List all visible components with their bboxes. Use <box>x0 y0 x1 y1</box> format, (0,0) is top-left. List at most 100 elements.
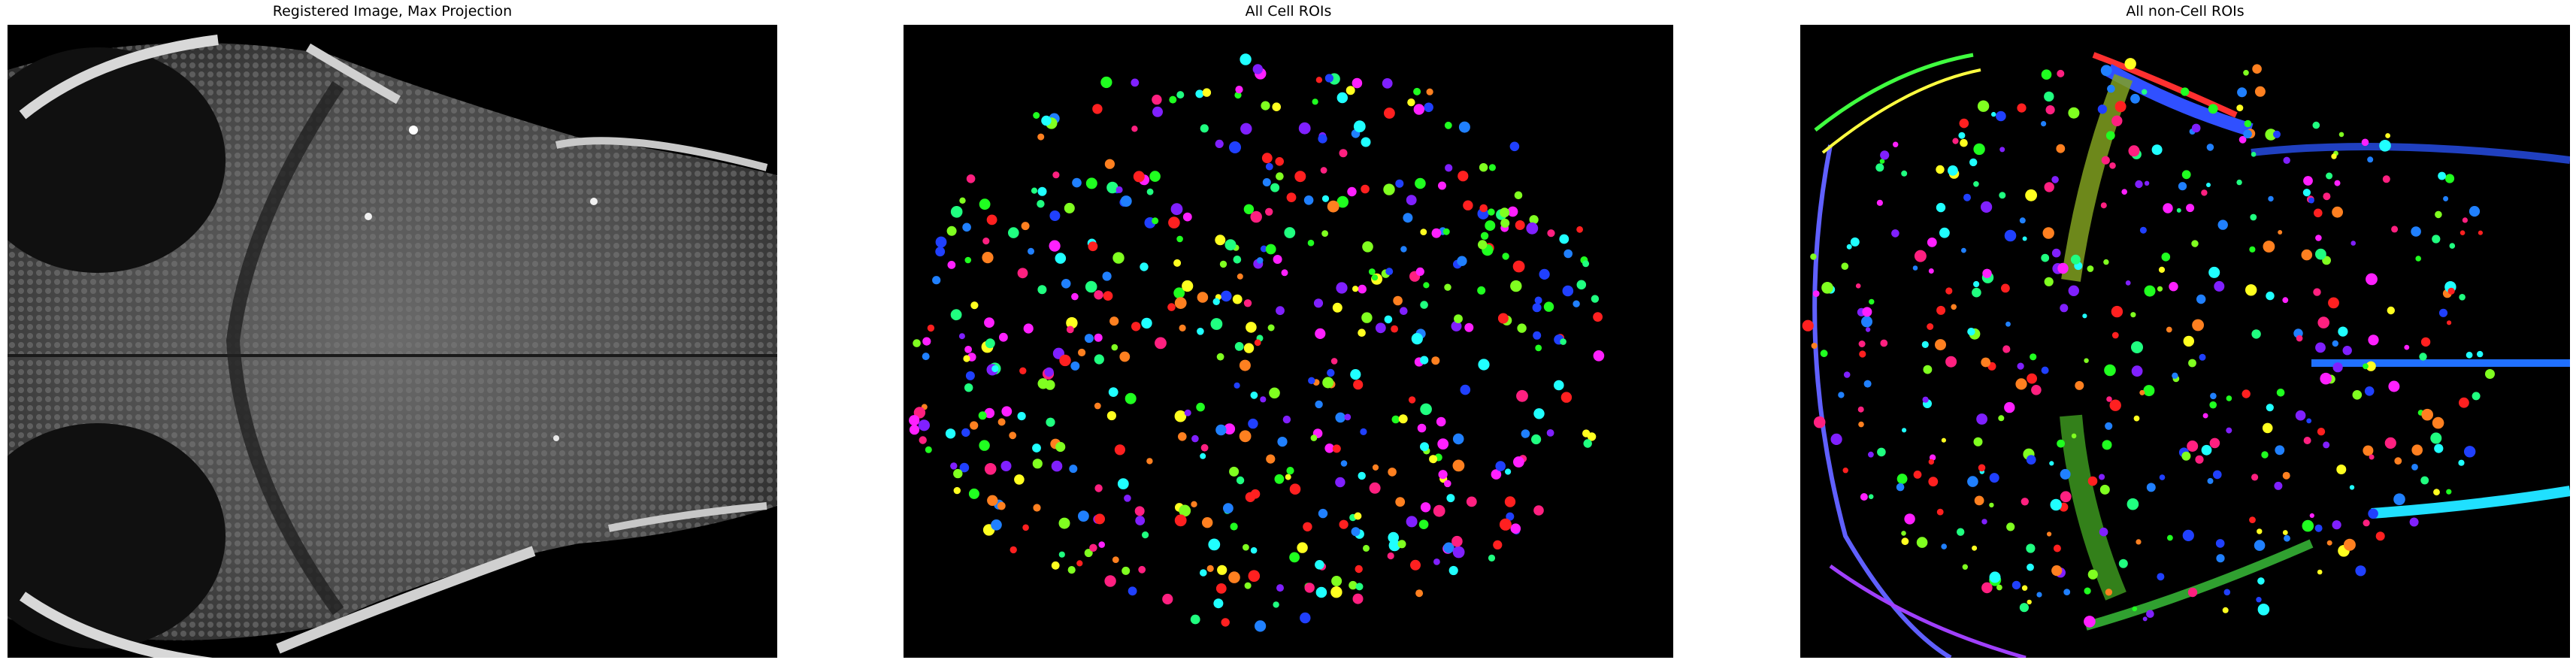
roi-blob <box>1327 200 1339 213</box>
roi-blob <box>1499 518 1512 531</box>
roi-blob <box>946 226 957 236</box>
roi-blob <box>968 488 979 499</box>
roi-blob <box>2142 616 2148 622</box>
roi-blob <box>965 371 975 380</box>
roi-blob <box>2369 454 2375 460</box>
roi-blob <box>1243 343 1255 353</box>
roi-blob <box>1208 538 1221 551</box>
roi-blob <box>1272 102 1281 111</box>
roi-blob <box>2130 312 2136 318</box>
roi-blob <box>1270 183 1280 192</box>
roi-blob <box>1146 188 1154 195</box>
roi-blob <box>1252 64 1263 74</box>
roi-blob <box>1464 322 1474 332</box>
roi-blob <box>1195 89 1204 98</box>
roi-blob <box>1863 380 1872 388</box>
roi-blob <box>2202 413 2208 419</box>
roi-blob <box>2199 353 2206 361</box>
roi-blob <box>1420 403 1432 416</box>
roi-blob <box>1243 543 1249 551</box>
roi-blob <box>1212 298 1220 305</box>
roi-blob <box>2004 229 2017 242</box>
roi-blob <box>2157 286 2163 292</box>
roi-blob <box>2336 465 2347 474</box>
roi-blob <box>1843 371 1851 378</box>
roi-blob <box>1286 192 1297 202</box>
roi-blob <box>2097 104 2108 114</box>
roi-blob <box>2249 246 2256 253</box>
roi-blob <box>1393 295 1403 306</box>
roi-blob <box>1051 460 1063 472</box>
roi-blob <box>1119 351 1131 362</box>
roi-blob <box>1215 235 1226 246</box>
roi-blob <box>2449 243 2456 249</box>
roi-blob <box>1429 455 1438 464</box>
roi-blob <box>1037 200 1045 208</box>
roi-blob <box>2222 607 2229 613</box>
roi-blob <box>1273 601 1279 608</box>
roi-blob <box>997 418 1006 426</box>
roi-blob <box>1104 575 1116 587</box>
roi-blob <box>2332 362 2343 373</box>
roi-blob <box>1312 98 1318 105</box>
roi-blob <box>1563 249 1573 259</box>
roi-blob <box>1284 227 1296 238</box>
roi-blob <box>1593 350 1605 362</box>
roi-blob <box>1959 118 1969 129</box>
roi-blob <box>1391 325 1398 333</box>
roi-blob <box>1221 618 1230 627</box>
roi-blob <box>1502 253 1509 260</box>
roi-blob <box>1802 319 1814 331</box>
roi-blob <box>2201 189 2208 196</box>
roi-blob <box>1135 516 1146 525</box>
roi-blob <box>2146 483 2156 492</box>
bottom-left-band <box>1829 564 2027 658</box>
roi-blob <box>1846 244 1852 250</box>
roi-blob <box>964 346 972 353</box>
roi-blob <box>2004 401 2015 413</box>
brain-grayscale-svg <box>8 35 777 658</box>
roi-blob <box>1094 513 1105 525</box>
roi-blob <box>1582 429 1591 437</box>
roi-blob <box>1133 171 1145 183</box>
roi-blob <box>1868 451 1874 458</box>
roi-blob <box>1069 465 1078 474</box>
roi-blob <box>1480 232 1489 240</box>
roi-blob <box>1360 428 1367 436</box>
roi-blob <box>1941 437 1946 443</box>
roi-blob <box>1426 88 1433 95</box>
roi-blob <box>2282 530 2288 535</box>
roi-blob <box>2049 461 2054 466</box>
roi-blob <box>1532 303 1542 313</box>
roi-blob <box>1415 177 1426 189</box>
roi-blob <box>1010 546 1017 554</box>
roi-blob <box>1336 92 1348 104</box>
roi-blob <box>1358 328 1366 338</box>
roi-blob <box>1862 307 1872 317</box>
roi-blob <box>2161 253 2171 262</box>
roi-blob <box>1294 171 1306 183</box>
roi-blob <box>2051 176 2059 183</box>
roi-blob <box>922 353 930 361</box>
roi-blob <box>1444 283 1451 291</box>
roi-blob <box>2191 240 2199 247</box>
roi-blob <box>2273 130 2281 138</box>
roi-blob <box>2207 477 2214 484</box>
roi-blob <box>1206 565 1214 573</box>
roi-blob <box>1009 431 1017 440</box>
roi-blob <box>1361 184 1370 194</box>
roi-blob <box>2071 433 2077 439</box>
roi-blob <box>1559 234 1570 244</box>
roi-blob <box>1215 424 1227 436</box>
roi-blob <box>1223 503 1234 513</box>
roi-blob <box>2109 399 2121 411</box>
roi-blob <box>950 309 962 321</box>
roi-blob <box>1415 589 1424 598</box>
roi-blob <box>1066 316 1078 329</box>
roi-blob <box>1478 359 1490 371</box>
roi-blob <box>2051 565 2063 577</box>
roi-blob <box>1408 396 1416 404</box>
roi-blob <box>1981 357 1991 368</box>
roi-blob <box>2385 133 2390 138</box>
roi-blob <box>1265 162 1273 171</box>
